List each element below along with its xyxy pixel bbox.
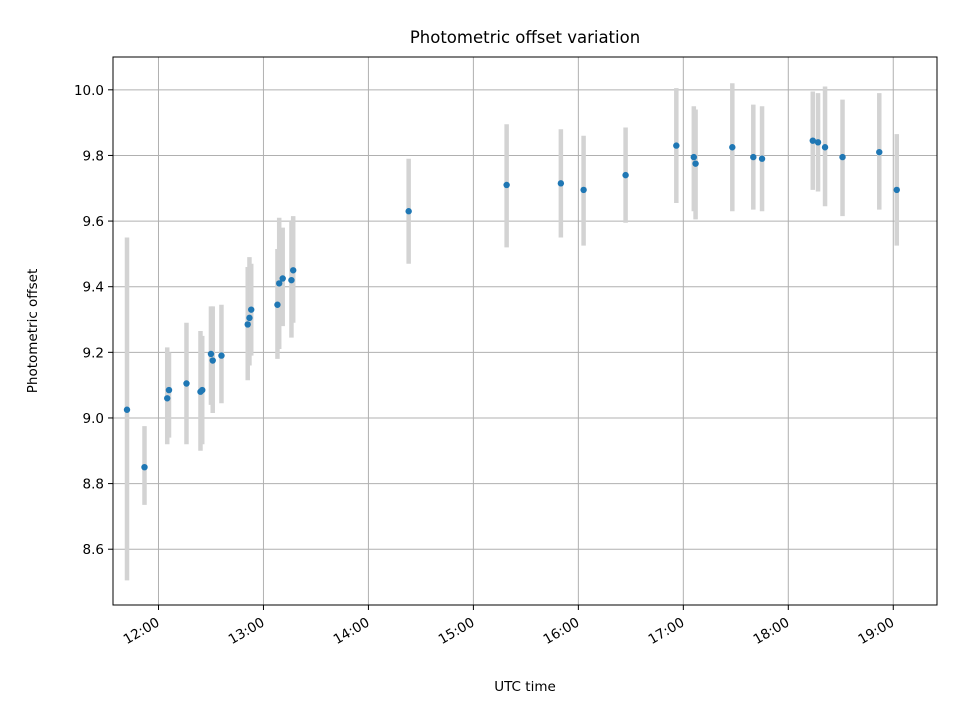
data-point bbox=[165, 386, 173, 394]
data-point bbox=[809, 137, 816, 144]
data-point bbox=[673, 142, 680, 149]
data-point bbox=[123, 406, 131, 413]
y-tick-label: 9.2 bbox=[83, 345, 104, 361]
data-point bbox=[580, 186, 587, 194]
data-point bbox=[839, 153, 846, 161]
y-tick-label: 9.0 bbox=[83, 411, 104, 427]
data-point bbox=[729, 144, 736, 151]
data-point bbox=[218, 352, 225, 359]
data-point bbox=[164, 395, 171, 402]
data-point bbox=[183, 380, 190, 387]
y-tick-label: 9.8 bbox=[83, 148, 104, 164]
y-tick-label: 10.0 bbox=[74, 83, 104, 99]
data-point bbox=[275, 280, 283, 287]
data-point bbox=[814, 139, 822, 146]
data-point bbox=[244, 321, 251, 328]
data-point bbox=[503, 181, 510, 189]
data-point bbox=[248, 306, 255, 313]
plot-frame bbox=[112, 56, 938, 606]
y-tick-label: 9.4 bbox=[83, 280, 104, 296]
data-point bbox=[405, 208, 412, 215]
data-point bbox=[893, 186, 900, 194]
data-point bbox=[821, 144, 829, 151]
data-point bbox=[288, 276, 295, 284]
data-point bbox=[289, 267, 297, 274]
x-axis-label: UTC time bbox=[494, 679, 556, 695]
data-point bbox=[209, 357, 216, 364]
data-point bbox=[207, 350, 215, 358]
y-axis-label: Photometric offset bbox=[25, 269, 41, 393]
data-point bbox=[141, 463, 148, 471]
data-point bbox=[622, 171, 629, 179]
data-point bbox=[246, 314, 253, 322]
chart-title: Photometric offset variation bbox=[410, 28, 640, 47]
data-point bbox=[750, 153, 757, 161]
y-tick-label: 8.8 bbox=[83, 477, 104, 493]
data-point bbox=[274, 301, 281, 308]
data-point bbox=[557, 180, 565, 187]
data-points bbox=[123, 137, 900, 471]
data-point bbox=[758, 155, 766, 162]
data-point bbox=[279, 275, 286, 282]
data-point bbox=[692, 160, 699, 167]
grid-lines bbox=[113, 57, 937, 605]
y-tick-label: 8.6 bbox=[83, 542, 104, 558]
data-point bbox=[690, 153, 698, 161]
data-point bbox=[876, 148, 883, 156]
y-tick-label: 9.6 bbox=[83, 214, 104, 230]
data-point bbox=[199, 386, 206, 394]
